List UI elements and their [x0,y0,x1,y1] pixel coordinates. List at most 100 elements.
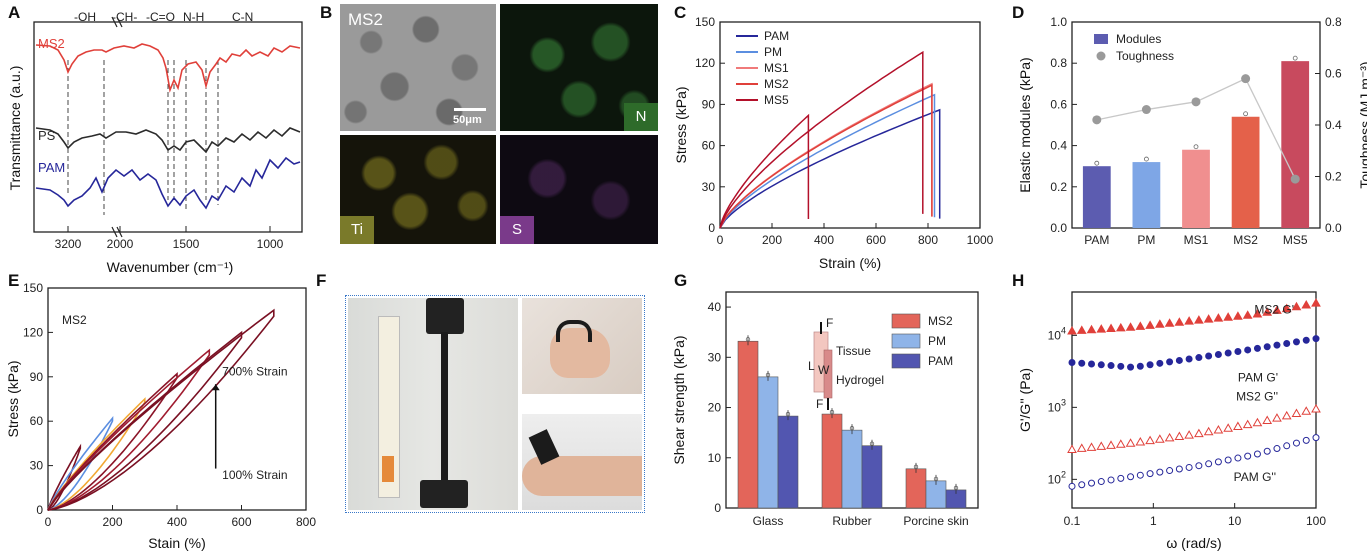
modulus-bar [1231,116,1260,228]
series-label: PAM G'' [1234,470,1276,484]
x-tick-label: Glass [753,514,784,528]
stress-strain-curve [719,108,941,229]
rheology-point [1291,408,1302,418]
y-tick-label: 0.6 [1050,97,1067,111]
rheology-point [1301,406,1312,415]
y-tick-label: 40 [708,300,722,314]
cyclic-loop [47,348,211,511]
rheology-point [1164,318,1175,327]
clamp-top [426,298,464,334]
y2-tick-label: 0.0 [1325,221,1342,235]
shear-bar [905,468,927,509]
rheology-point [1117,362,1125,370]
rheology-point [1175,356,1183,364]
cyclic-loop [47,443,82,511]
rheology-point [1283,340,1291,348]
rheology-point [1067,325,1077,335]
panel-letter-c: C [674,3,686,22]
y2-tick-label: 0.4 [1325,118,1342,132]
sem-label-ms2: MS2 [348,10,383,29]
y-tick-label: 0 [708,221,715,235]
panel-letter-a: A [8,3,20,22]
x-tick-label: 800 [296,515,316,529]
panel-b-letter: B [320,3,332,22]
ftir-series-ps [35,127,301,154]
rheology-point [1213,425,1224,434]
data-point [953,485,959,491]
y-tick-label: 90 [702,97,716,111]
rheology-point [1086,442,1097,451]
rheology-point [1203,314,1214,323]
legend-swatch [891,353,921,369]
data-point [1243,111,1249,117]
ftir-series-ms2 [35,43,301,93]
scalebar-label: 50μm [453,114,482,126]
rheology-point [1096,441,1107,450]
legend-label: PM [928,334,946,348]
panel-h-rheology-chart: H 0.1 1 10 100 102 103 104 ω (rad/s) G'/G'' (Pa)… [1012,271,1326,551]
edx-map-ti: Ti [340,135,496,244]
x-tick-label: MS2 [1233,233,1258,247]
ftir-y-axis-label: Transmittance (a.u.) [7,66,23,191]
y-axis-label: Elastic modules (kPa) [1017,57,1033,192]
y-tick-label: 20 [708,401,722,415]
legend-swatch [1094,34,1108,44]
rheology-point [1125,438,1136,447]
rheology-point [1156,359,1164,367]
toughness-point [1092,115,1102,125]
ftir-x-tick-label: 1000 [257,237,284,251]
y-tick-label: 60 [30,414,44,428]
rheology-point [1223,423,1234,432]
data-point [1094,160,1100,166]
edx-label-s: S [500,216,534,244]
photo-finger-bend [522,298,642,394]
y-tick-label: 30 [708,350,722,364]
x-tick-label: MS1 [1184,233,1209,247]
data-point [765,372,771,378]
y-tick-label: 0.4 [1050,139,1067,153]
x-tick-label: 400 [814,233,834,247]
data-point [1292,55,1298,61]
rheology-point [1252,417,1263,427]
hydrogel-strip [441,332,448,482]
arrow-bottom-label: 100% Strain [222,468,287,482]
rheology-point [1106,440,1116,449]
x-tick-label: Rubber [832,514,871,528]
ftir-label-ps: PS [38,128,56,143]
stress-strain-curve [719,83,933,229]
photo-arm-adhesion [522,414,642,510]
legend-label: PAM [928,354,953,368]
y-tick-label: 30 [30,459,44,473]
rheology-point [1145,435,1155,445]
toughness-point [1290,174,1300,184]
x-tick-label: 100 [1306,514,1326,528]
panel-a-ftir-chart: A MS2 PS PAM -OH -CH- -C=O N-H C-N 3200 … [7,3,303,275]
data-point [849,425,855,431]
rheology-point [1088,479,1096,487]
ftir-series-pam [35,156,301,210]
x-tick-label: 1 [1150,514,1157,528]
rheology-point [1214,351,1222,359]
y-tick-label: 0 [36,503,43,517]
sample-label: MS2 [62,313,87,327]
inset-label: F [816,397,823,411]
rheology-point [1244,452,1252,460]
ftir-x-tick-label: 3200 [55,237,82,251]
ftir-annotation-oh: -OH [74,10,96,24]
rheology-point [1107,362,1115,370]
legend-label: Toughness [1116,49,1174,63]
ftir-x-axis-label: Wavenumber (cm⁻¹) [107,259,234,275]
y-tick-label: 120 [695,56,715,70]
shear-bar [925,480,947,509]
rheology-point [1224,456,1232,464]
scalebar [454,108,486,111]
arrow-head [211,384,220,391]
rheology-point [1233,311,1243,320]
inset-label: W [818,363,830,377]
edx-map-n: N [500,4,658,131]
panel-letter-d: D [1012,3,1024,22]
x-axis-label: Strain (%) [819,255,881,271]
modulus-bar [1281,61,1310,228]
cyclic-loop [47,415,114,511]
shear-bar [841,429,863,509]
